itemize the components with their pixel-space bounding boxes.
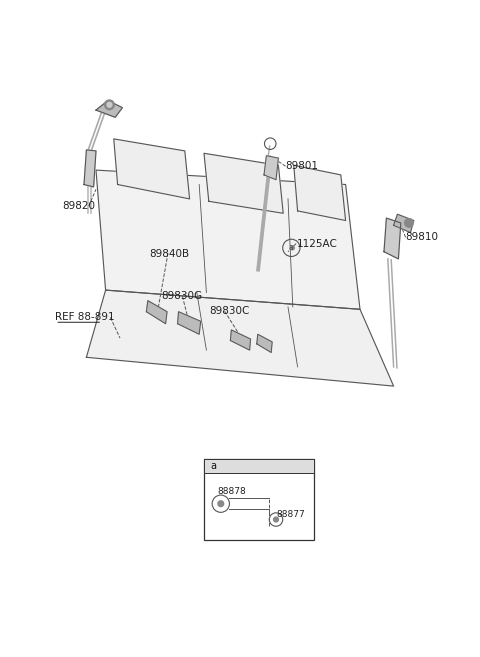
Polygon shape (96, 170, 360, 309)
Text: REF 88-891: REF 88-891 (55, 313, 115, 323)
Text: a: a (210, 461, 216, 471)
Polygon shape (146, 301, 167, 324)
Polygon shape (257, 170, 270, 271)
Circle shape (218, 501, 224, 507)
Polygon shape (96, 101, 122, 118)
Text: 1125AC: 1125AC (297, 238, 337, 248)
Polygon shape (384, 218, 401, 259)
Text: 89840B: 89840B (149, 249, 189, 259)
Circle shape (274, 517, 278, 522)
Circle shape (290, 246, 294, 250)
Polygon shape (84, 150, 96, 187)
Text: 88877: 88877 (276, 510, 305, 519)
Polygon shape (257, 334, 272, 353)
FancyBboxPatch shape (204, 459, 314, 539)
Circle shape (105, 100, 114, 110)
Text: 89820: 89820 (62, 201, 96, 211)
Polygon shape (294, 166, 346, 221)
Polygon shape (230, 330, 251, 350)
Polygon shape (204, 153, 283, 214)
Text: a: a (289, 243, 294, 252)
Polygon shape (114, 139, 190, 199)
Polygon shape (86, 290, 394, 386)
Text: 89830C: 89830C (209, 306, 249, 316)
Bar (204, 459, 314, 472)
Polygon shape (178, 311, 201, 334)
Text: 89801: 89801 (286, 161, 319, 171)
Text: 88878: 88878 (217, 487, 246, 496)
Circle shape (405, 219, 413, 227)
Text: 89810: 89810 (406, 233, 439, 242)
Polygon shape (394, 214, 414, 233)
Circle shape (107, 102, 112, 107)
Text: 89830G: 89830G (161, 291, 202, 302)
Polygon shape (264, 156, 278, 180)
